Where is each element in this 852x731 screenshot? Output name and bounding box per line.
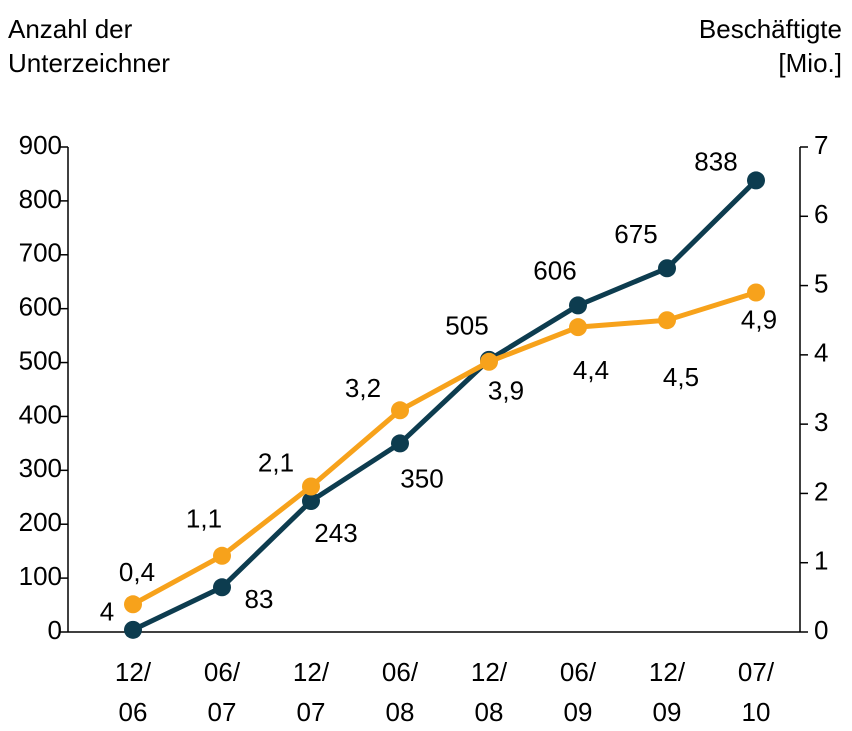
y-axis-title: Anzahl der Unterzeichner	[8, 14, 170, 78]
point	[213, 578, 231, 597]
data-label: 243	[314, 518, 357, 548]
y-tick-label: 100	[19, 561, 62, 591]
data-label: 4,5	[663, 362, 699, 392]
data-label: 1,1	[186, 504, 222, 534]
data-label: 4,9	[741, 304, 777, 334]
x-tick-label: 06/ 07	[203, 657, 241, 727]
y-tick-label: 500	[19, 345, 62, 375]
point	[302, 477, 320, 496]
y2-tick-label: 0	[814, 615, 828, 645]
y-tick-label: 0	[48, 615, 62, 645]
point	[124, 595, 142, 614]
y2-tick-label: 4	[814, 338, 828, 368]
data-label: 0,4	[119, 557, 155, 587]
y-tick-label: 900	[19, 130, 62, 160]
data-label: 606	[533, 255, 576, 285]
y-tick-label: 200	[19, 507, 62, 537]
y2-tick-label: 3	[814, 407, 828, 437]
point	[658, 259, 676, 278]
line	[131, 290, 757, 607]
y2-tick-label: 2	[814, 476, 828, 506]
point	[124, 620, 142, 639]
data-label: 350	[400, 463, 443, 493]
data-label: 3,9	[488, 376, 524, 406]
y-tick-label: 700	[19, 238, 62, 268]
y2-axis-title: Beschäftigte [Mio.]	[698, 14, 842, 78]
y2-tick-label: 7	[814, 130, 828, 160]
point	[391, 434, 409, 453]
y2-tick-label: 5	[814, 268, 828, 298]
x-tick-label: 12/ 06	[114, 657, 152, 727]
line	[131, 178, 758, 633]
x-tick-label: 06/ 09	[559, 657, 597, 727]
data-label: 3,2	[345, 373, 381, 403]
data-label: 4,4	[573, 355, 609, 385]
point	[569, 296, 587, 315]
data-label: 675	[614, 219, 657, 249]
y-tick-label: 300	[19, 453, 62, 483]
point	[302, 492, 320, 511]
point	[747, 283, 765, 302]
point	[480, 352, 498, 371]
x-tick-label: 12/ 07	[292, 657, 330, 727]
data-label: 83	[245, 584, 274, 614]
y-tick-label: 400	[19, 399, 62, 429]
data-label: 838	[694, 146, 737, 176]
point	[391, 401, 409, 420]
point	[747, 171, 765, 190]
x-tick-label: 12/ 09	[648, 657, 686, 727]
y2-tick-label: 1	[814, 546, 828, 576]
data-label: 4	[100, 597, 114, 627]
point	[569, 318, 587, 337]
x-tick-label: 12/ 08	[470, 657, 508, 727]
point	[658, 311, 676, 330]
y2-tick-label: 6	[814, 199, 828, 229]
data-label: 2,1	[258, 447, 294, 477]
x-tick-label: 07/ 10	[737, 657, 775, 727]
y-tick-label: 600	[19, 292, 62, 322]
point	[213, 546, 231, 565]
x-tick-label: 06/ 08	[381, 657, 419, 727]
data-label: 505	[445, 311, 488, 341]
y-tick-label: 800	[19, 184, 62, 214]
